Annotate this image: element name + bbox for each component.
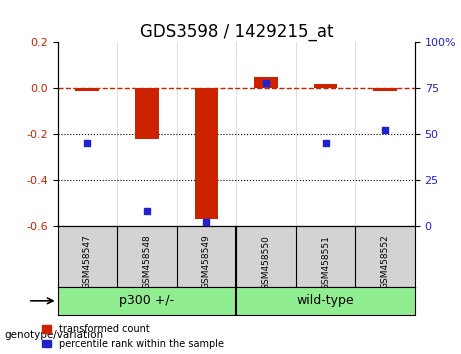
Bar	[373, 88, 397, 91]
Point	[203, 219, 210, 225]
Text: GSM458551: GSM458551	[321, 235, 330, 290]
Text: GSM458548: GSM458548	[142, 235, 152, 290]
Text: GSM458549: GSM458549	[202, 235, 211, 290]
Point	[143, 208, 151, 214]
Bar	[135, 88, 159, 139]
Text: genotype/variation: genotype/variation	[5, 330, 104, 339]
Point	[381, 127, 389, 133]
Text: GSM458552: GSM458552	[381, 235, 390, 290]
Title: GDS3598 / 1429215_at: GDS3598 / 1429215_at	[140, 23, 333, 41]
Point	[322, 140, 329, 146]
Bar	[254, 77, 278, 88]
Bar	[313, 84, 337, 88]
Point	[84, 140, 91, 146]
Point	[262, 80, 270, 86]
Text: p300 +/-: p300 +/-	[119, 294, 175, 307]
Text: wild-type: wild-type	[297, 294, 355, 307]
Bar	[76, 88, 99, 91]
Legend: transformed count, percentile rank within the sample: transformed count, percentile rank withi…	[42, 324, 224, 349]
Bar	[195, 88, 219, 219]
Text: GSM458550: GSM458550	[261, 235, 271, 290]
Text: GSM458547: GSM458547	[83, 235, 92, 290]
